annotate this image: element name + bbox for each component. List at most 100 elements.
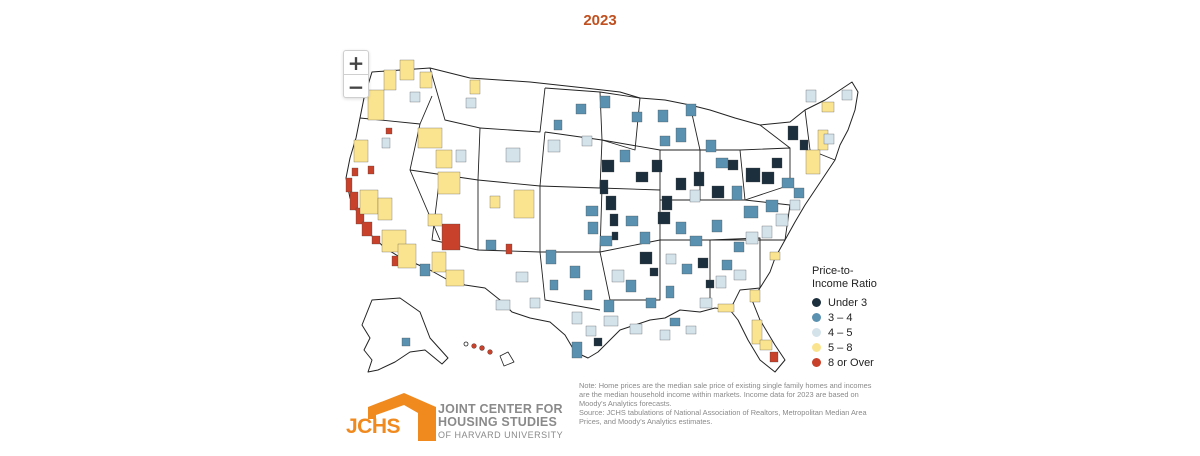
market-area-3-4[interactable] [625,279,637,293]
market-area-5-8[interactable] [821,101,835,113]
market-area-under-3[interactable] [711,185,725,199]
market-area-8-over[interactable] [769,351,779,363]
market-area-5-8[interactable] [383,69,397,91]
market-area-3-4[interactable] [675,221,687,235]
market-area-under-3[interactable] [609,213,619,227]
market-area-3-4[interactable] [657,109,669,123]
market-area-3-4[interactable] [419,263,431,277]
market-area-3-4[interactable] [665,285,675,299]
market-area-3-4[interactable] [619,149,631,163]
market-area-under-3[interactable] [635,171,649,183]
market-area-under-3[interactable] [605,195,617,211]
market-area-4-5[interactable] [823,133,835,145]
market-area-under-3[interactable] [727,159,739,171]
market-area-under-3[interactable] [651,159,663,173]
market-area-5-8[interactable] [769,251,781,261]
market-area-5-8[interactable] [717,303,735,313]
market-area-under-3[interactable] [745,167,761,183]
market-area-5-8[interactable] [353,139,369,163]
market-area-8-over[interactable] [361,221,373,237]
market-area-4-5[interactable] [409,91,421,103]
market-area-3-4[interactable] [625,215,639,227]
market-area-4-5[interactable] [529,297,541,309]
market-area-under-3[interactable] [693,171,705,187]
market-area-under-3[interactable] [761,171,775,185]
jchs-logo[interactable]: JCHS JOINT CENTER FOR HOUSING STUDIES OF… [346,389,566,445]
market-area-4-5[interactable] [761,225,773,239]
market-area-4-5[interactable] [603,315,619,327]
market-area-4-5[interactable] [775,213,789,227]
market-area-8-over[interactable] [371,235,381,245]
market-area-5-8[interactable] [419,71,433,89]
market-area-3-4[interactable] [549,279,559,291]
market-area-5-8[interactable] [435,149,453,169]
market-area-5-8[interactable] [367,89,385,121]
market-area-4-5[interactable] [733,269,747,281]
legend-item-5-8[interactable]: 5 – 8 [812,340,922,355]
market-area-under-3[interactable] [675,177,687,191]
market-area-3-4[interactable] [731,185,743,201]
market-area-5-8[interactable] [377,197,393,221]
market-area-4-5[interactable] [381,137,391,149]
market-area-4-5[interactable] [689,189,701,203]
market-area-3-4[interactable] [721,259,733,271]
legend-item-4-5[interactable]: 4 – 5 [812,325,922,340]
market-area-hawaii[interactable] [479,345,485,351]
market-area-3-4[interactable] [793,187,805,199]
market-area-4-5[interactable] [505,147,521,163]
market-area-under-3[interactable] [771,157,783,169]
market-area-3-4[interactable] [603,299,615,313]
market-area-4-5[interactable] [685,325,697,335]
market-area-4-5[interactable] [515,271,529,283]
market-area-3-4[interactable] [681,263,693,275]
market-area-under-3[interactable] [705,279,715,289]
legend-item-under-3[interactable]: Under 3 [812,295,922,310]
market-area-4-5[interactable] [745,231,759,245]
market-area-3-4[interactable] [485,239,497,251]
market-area-under-3[interactable] [787,125,799,141]
market-area-3-4[interactable] [781,177,795,189]
market-area-3-4[interactable] [733,241,745,253]
market-area-4-5[interactable] [581,135,593,147]
market-area-5-8[interactable] [397,243,417,269]
market-area-5-8[interactable] [805,149,821,175]
market-area-4-5[interactable] [465,97,477,109]
market-area-3-4[interactable] [401,337,411,347]
legend-item-8-over[interactable]: 8 or Over [812,355,922,370]
market-area-5-8[interactable] [427,213,443,227]
market-area-4-5[interactable] [805,89,817,103]
market-area-3-4[interactable] [765,199,779,213]
market-area-4-5[interactable] [495,299,511,311]
market-area-5-8[interactable] [437,171,461,195]
market-area-5-8[interactable] [751,319,763,345]
market-area-3-4[interactable] [669,317,681,327]
market-area-under-3[interactable] [611,231,619,241]
market-area-4-5[interactable] [455,149,467,163]
market-area-3-4[interactable] [659,135,671,147]
market-area-3-4[interactable] [553,119,563,131]
market-area-under-3[interactable] [649,267,659,277]
legend-item-3-4[interactable]: 3 – 4 [812,310,922,325]
market-area-3-4[interactable] [705,139,717,153]
market-area-3-4[interactable] [631,111,643,123]
market-area-hawaii[interactable] [471,343,477,349]
market-area-under-3[interactable] [639,251,653,265]
market-area-5-8[interactable] [445,269,465,287]
market-area-3-4[interactable] [545,249,557,265]
market-area-3-4[interactable] [599,95,611,109]
market-area-8-over[interactable] [351,167,359,177]
market-area-5-8[interactable] [513,189,535,219]
market-area-4-5[interactable] [699,297,713,309]
market-area-under-3[interactable] [657,211,671,225]
market-area-5-8[interactable] [359,189,379,215]
market-area-3-4[interactable] [715,157,729,169]
market-area-8-over[interactable] [441,223,461,251]
market-area-8-over[interactable] [349,191,359,211]
market-area-4-5[interactable] [665,253,677,265]
market-area-3-4[interactable] [583,289,593,301]
market-area-under-3[interactable] [697,257,709,269]
market-area-3-4[interactable] [685,103,697,117]
market-area-under-3[interactable] [593,337,603,347]
market-area-under-3[interactable] [599,179,609,195]
